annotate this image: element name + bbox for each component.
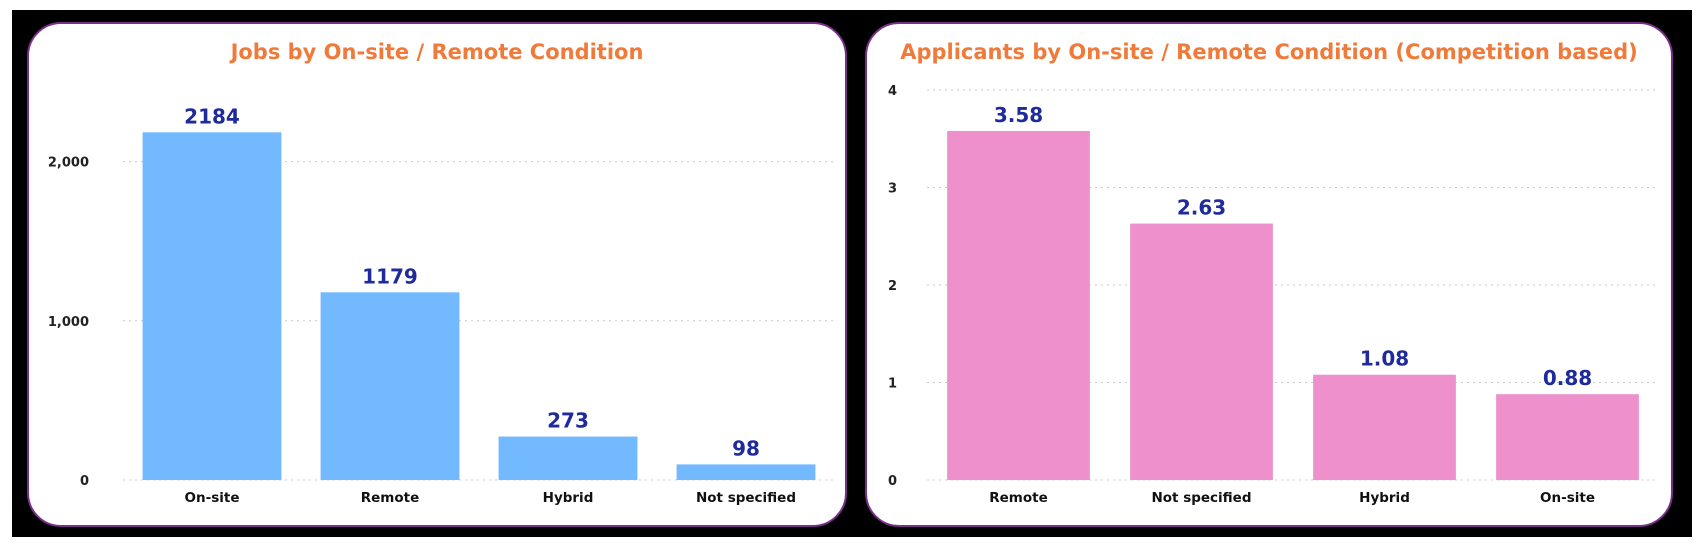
category-label: Remote [989,490,1048,506]
bar [676,464,816,480]
y-tick-label: 1,000 [48,315,89,330]
data-label: 2.63 [1177,196,1226,220]
data-label: 1179 [362,264,418,288]
y-tick-label: 4 [888,84,897,99]
applicants-chart-card: Applicants by On-site / Remote Condition… [865,22,1673,527]
category-label: On-site [1540,490,1595,506]
y-tick-label: 1 [888,377,897,392]
category-label: Hybrid [543,490,594,506]
data-label: 2184 [184,104,240,128]
y-tick-label: 0 [80,474,89,489]
bar [498,436,638,480]
data-label: 273 [547,409,589,433]
bar [947,130,1090,480]
category-label: On-site [185,490,240,506]
y-tick-label: 3 [888,182,897,197]
data-label: 0.88 [1543,366,1592,390]
y-tick-label: 2 [888,279,897,294]
category-label: Not specified [1151,490,1251,506]
category-label: Hybrid [1359,490,1410,506]
data-label: 1.08 [1360,347,1409,371]
jobs-chart-card: Jobs by On-site / Remote Condition 0 1,00… [27,22,847,527]
data-label: 3.58 [994,103,1043,127]
category-label: Remote [361,490,420,506]
chart-title: Jobs by On-site / Remote Condition [230,40,644,64]
category-label: Not specified [696,490,796,506]
bar [1313,374,1456,480]
bar [1130,223,1273,480]
y-tick-label: 2,000 [48,156,89,171]
data-label: 98 [732,436,760,460]
y-tick-label: 0 [888,474,897,489]
bar [142,132,282,480]
jobs-bar-chart: 0 1,000 2,000 2184 On-site 1179 Remote 273 Hybri… [48,104,835,506]
chart-title: Applicants by On-site / Remote Condition… [900,40,1638,64]
bar [1496,394,1639,480]
applicants-bar-chart: 0 1 2 3 4 3.58 Remote 2.63 Not specified 1.08 Hybr… [888,84,1659,506]
bar [320,292,460,480]
